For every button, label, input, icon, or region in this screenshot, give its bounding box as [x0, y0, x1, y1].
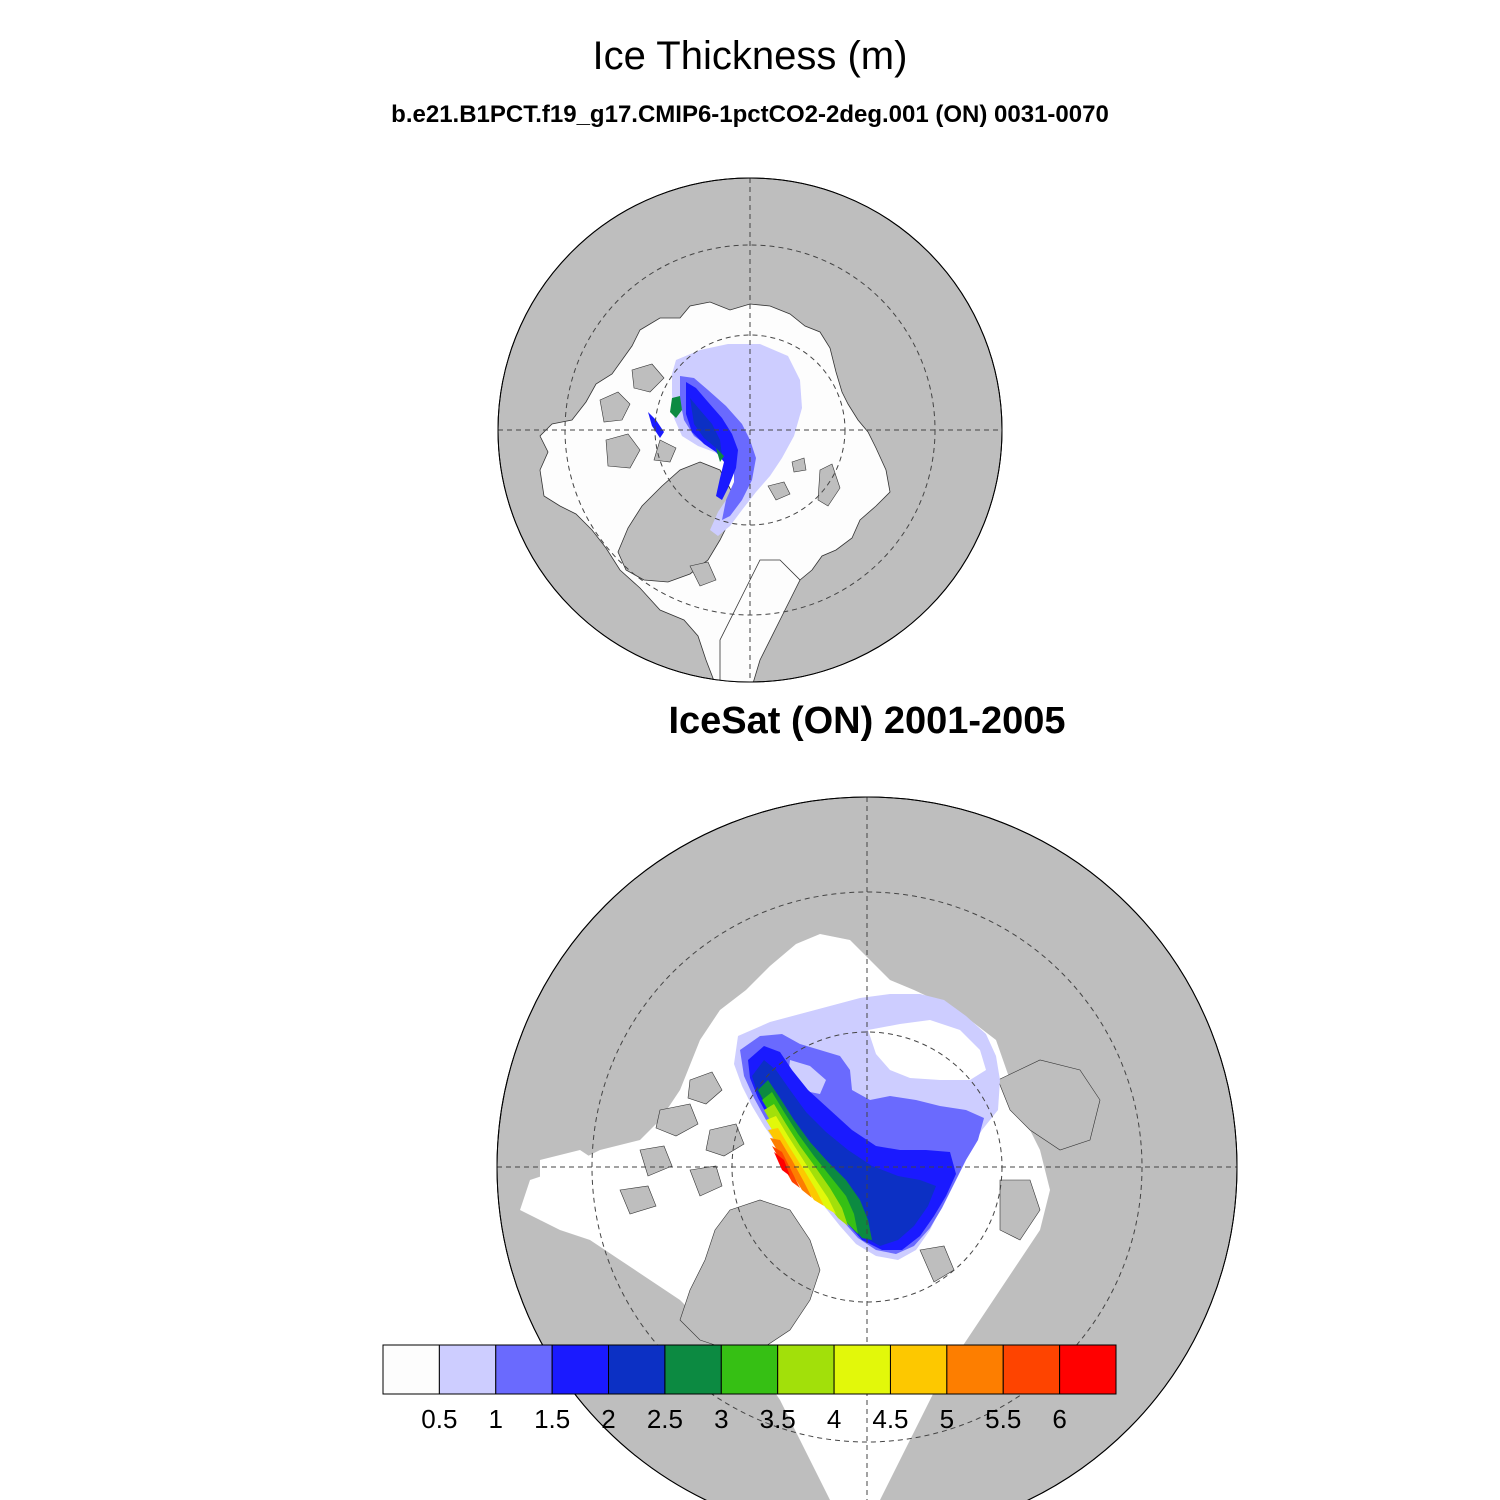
- colorbar-swatch: [946, 1344, 1004, 1395]
- colorbar-tick-label: 4: [827, 1404, 841, 1434]
- colorbar-tick-label: 2.5: [647, 1404, 683, 1434]
- colorbar-tick-label: 2: [601, 1404, 615, 1434]
- colorbar-tick-label: 5.5: [985, 1404, 1021, 1434]
- colorbar-tick-label: 1: [489, 1404, 503, 1434]
- colorbar-swatch: [1059, 1344, 1117, 1395]
- colorbar: 0.5 1 1.5 2 2.5 3 3.5 4 4.5 5 5.5 6: [382, 1344, 1117, 1434]
- figure-title: Ice Thickness (m): [592, 34, 908, 78]
- colorbar-tick-label: 6: [1052, 1404, 1066, 1434]
- model-graticule: [498, 178, 1002, 682]
- colorbar-tick-label: 0.5: [421, 1404, 457, 1434]
- colorbar-swatch: [664, 1344, 722, 1395]
- colorbar-swatch: [438, 1344, 497, 1395]
- model-ice-2-2.5: [690, 398, 722, 456]
- colorbar-tick-label: 5: [940, 1404, 954, 1434]
- colorbar-tick-label: 3.5: [760, 1404, 796, 1434]
- colorbar-swatch: [495, 1344, 553, 1395]
- obs-ice-6-plus: [774, 1152, 790, 1176]
- model-subtitle: b.e21.B1PCT.f19_g17.CMIP6-1pctCO2-2deg.0…: [391, 101, 1109, 128]
- obs-ice-2-2.5: [752, 1060, 936, 1246]
- obs-polar-map: [496, 796, 1238, 1500]
- observation-title: IceSat (ON) 2001-2005: [668, 700, 1066, 742]
- model-ice-2.5-3: [670, 396, 724, 462]
- colorbar-swatch: [720, 1344, 779, 1395]
- colorbar-swatch: [382, 1344, 440, 1395]
- obs-graticule: [497, 797, 1237, 1500]
- colorbar-tick-label: 4.5: [872, 1404, 908, 1434]
- colorbar-swatch: [777, 1344, 835, 1395]
- colorbar-swatch: [1002, 1344, 1061, 1395]
- colorbar-tick-label: 1.5: [534, 1404, 570, 1434]
- colorbar-swatch: [889, 1344, 948, 1395]
- colorbar-swatch: [608, 1344, 666, 1395]
- model-polar-map: [497, 177, 1003, 683]
- colorbar-swatch: [833, 1344, 891, 1395]
- colorbar-tick-label: 3: [714, 1404, 728, 1434]
- colorbar-swatch: [551, 1344, 610, 1395]
